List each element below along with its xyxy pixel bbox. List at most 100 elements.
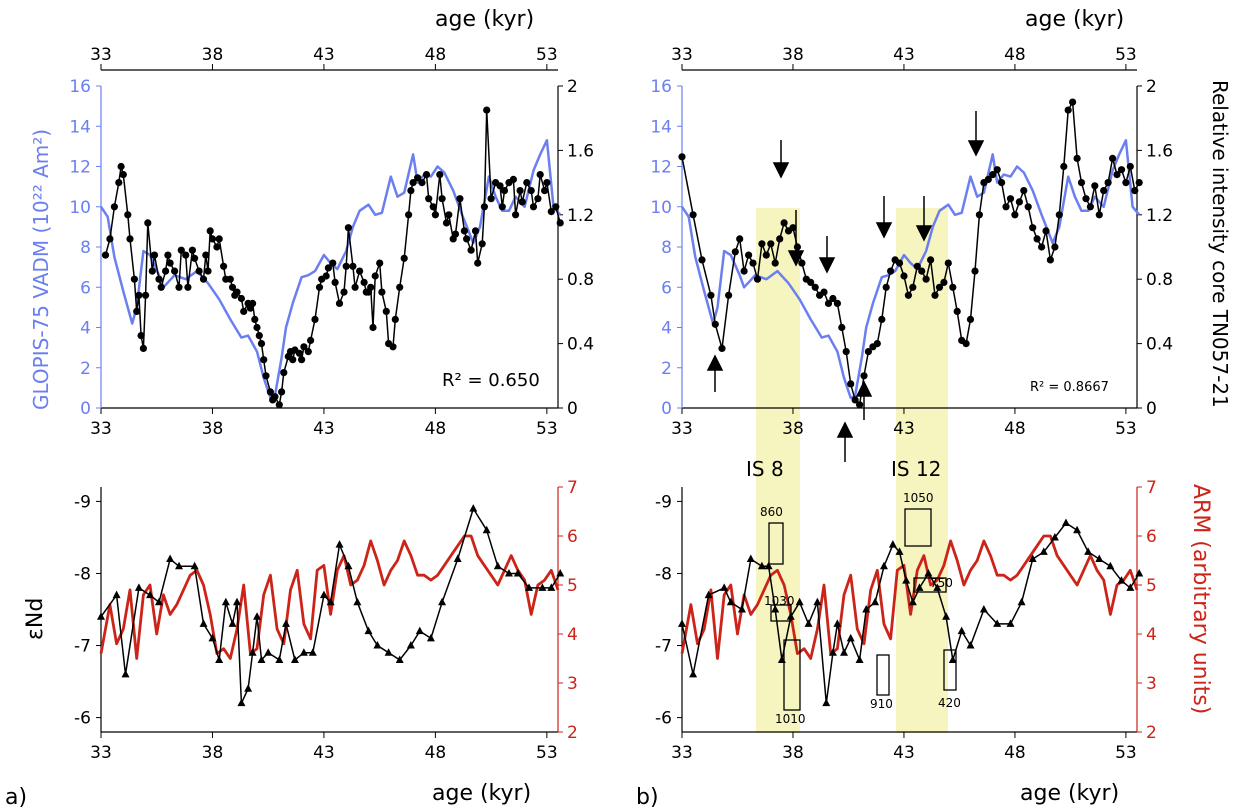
y-tick-label-left: 8 xyxy=(661,238,672,258)
data-point xyxy=(264,648,273,656)
data-point xyxy=(166,259,174,267)
arrow-down-icon xyxy=(915,196,933,242)
data-point xyxy=(1095,211,1103,219)
chart-a-bottom: 33 38 43 48 53 -9 -8 -7 -6 2 3 4 5 6 7 xyxy=(74,478,578,763)
data-point xyxy=(1135,568,1144,577)
data-point xyxy=(971,267,979,275)
data-point xyxy=(134,583,143,591)
data-point xyxy=(418,179,426,187)
data-point xyxy=(255,332,263,340)
data-point xyxy=(707,291,715,299)
data-point xyxy=(764,561,773,570)
y-tick-label-right: 0 xyxy=(567,399,578,419)
data-point xyxy=(483,106,491,114)
data-point xyxy=(851,396,859,404)
x-tick-label: 38 xyxy=(782,419,804,439)
data-point xyxy=(746,554,755,563)
data-point xyxy=(182,251,190,259)
data-point xyxy=(895,547,904,555)
data-point xyxy=(1028,554,1037,563)
data-point xyxy=(251,315,259,323)
data-point xyxy=(541,187,549,195)
data-point xyxy=(436,171,444,179)
relative-intensity-axis-title: Relative intensity core TN057-21 xyxy=(1208,80,1232,408)
data-point xyxy=(704,590,713,599)
x-tick-label-top: 53 xyxy=(536,45,558,65)
data-point xyxy=(726,597,735,606)
data-point xyxy=(112,590,121,599)
data-point xyxy=(166,554,175,563)
data-point xyxy=(290,655,299,663)
data-point xyxy=(1131,187,1139,195)
data-point xyxy=(155,275,163,283)
y-tick-label-left: 10 xyxy=(650,198,672,218)
data-point xyxy=(1117,166,1126,174)
data-point xyxy=(678,153,686,161)
data-point xyxy=(547,583,556,591)
data-point xyxy=(406,641,415,649)
data-point xyxy=(1039,547,1048,555)
data-point xyxy=(384,648,393,656)
data-point xyxy=(202,251,210,259)
data-point xyxy=(725,291,733,299)
data-point xyxy=(689,669,698,678)
data-point xyxy=(915,583,924,591)
data-point xyxy=(463,235,471,243)
annotation-1050: 1050 xyxy=(903,491,934,505)
data-point xyxy=(1050,532,1059,541)
arrow-down-icon xyxy=(818,236,836,274)
arrows xyxy=(706,111,985,462)
data-point xyxy=(776,235,784,243)
data-point xyxy=(335,299,344,307)
y-tick-label-left: 0 xyxy=(80,399,91,419)
data-point xyxy=(425,195,433,203)
data-point xyxy=(451,230,460,238)
is8-label: IS 8 xyxy=(746,457,784,481)
data-point xyxy=(1109,154,1117,162)
data-point xyxy=(935,283,944,291)
data-point xyxy=(299,648,308,656)
data-point xyxy=(908,597,917,606)
annotation-boxes xyxy=(768,508,957,711)
is12-label: IS 12 xyxy=(891,457,941,481)
is8-band xyxy=(756,208,800,733)
data-point xyxy=(171,267,179,275)
arrow-down-icon xyxy=(967,111,985,157)
x-tick-label: 48 xyxy=(425,743,447,763)
data-point xyxy=(308,648,317,656)
age-title-top-a: age (kyr) xyxy=(435,7,534,32)
data-point xyxy=(811,283,819,291)
data-point xyxy=(190,561,199,570)
data-point xyxy=(482,525,491,534)
data-point xyxy=(1038,243,1046,251)
data-point xyxy=(838,323,846,332)
data-point xyxy=(1082,195,1090,203)
data-point xyxy=(807,278,815,286)
annotation-420: 420 xyxy=(938,696,961,710)
data-point xyxy=(195,267,203,275)
data-point xyxy=(146,590,155,599)
data-point xyxy=(106,235,114,243)
data-point xyxy=(740,267,748,275)
data-point xyxy=(1086,203,1094,211)
data-point xyxy=(244,684,253,692)
is12-band xyxy=(896,208,948,733)
data-point xyxy=(429,203,437,211)
data-point xyxy=(382,307,390,315)
data-point xyxy=(767,240,775,248)
box-1010 xyxy=(783,639,801,711)
data-point xyxy=(115,179,123,187)
data-point xyxy=(275,655,284,663)
data-point xyxy=(157,283,165,291)
data-point xyxy=(164,251,172,259)
data-point xyxy=(534,195,542,203)
data-point xyxy=(1084,547,1093,555)
y-tick-label-right: 1.2 xyxy=(567,206,594,226)
arrow-up-icon xyxy=(855,380,873,420)
data-point xyxy=(998,179,1006,187)
data-point xyxy=(442,219,451,227)
data-point xyxy=(523,179,531,187)
data-point xyxy=(829,294,837,303)
data-point xyxy=(278,388,286,396)
y-tick-label-left: 12 xyxy=(69,158,91,178)
